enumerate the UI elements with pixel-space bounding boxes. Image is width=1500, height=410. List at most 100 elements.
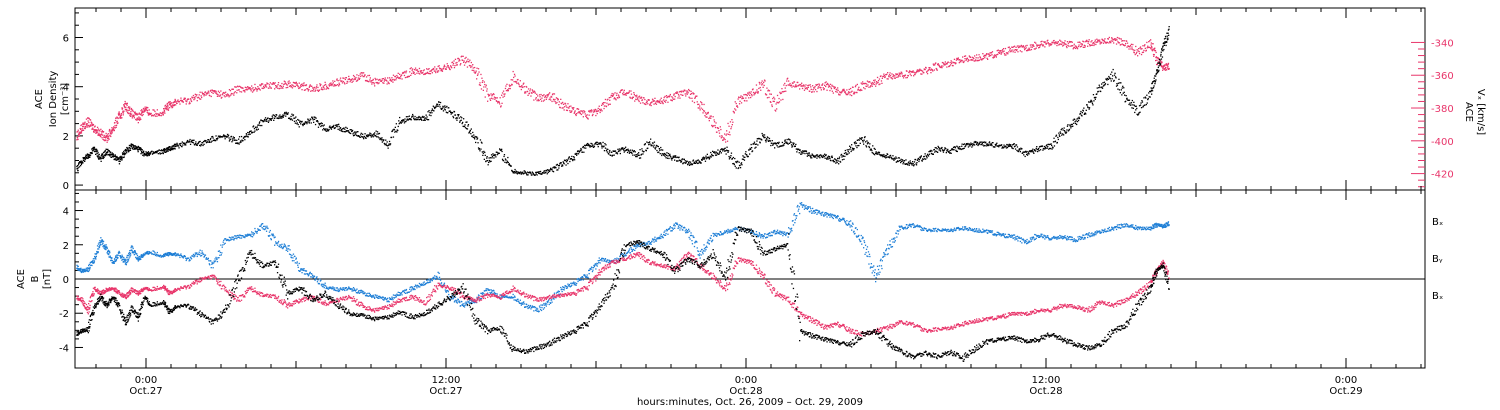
density-point	[820, 154, 822, 156]
vx-point	[678, 95, 680, 97]
vx-point	[247, 88, 249, 90]
density-point	[436, 105, 438, 107]
vx-point	[95, 131, 97, 134]
density-point	[129, 147, 131, 150]
density-point	[785, 142, 787, 144]
density-point	[405, 120, 407, 123]
vx-point	[164, 107, 166, 109]
vx-point	[84, 127, 86, 130]
vx-point	[599, 111, 601, 114]
density-point	[691, 163, 694, 166]
vx-point	[163, 110, 166, 112]
density-point	[88, 154, 90, 156]
density-point	[807, 153, 809, 155]
density-point	[478, 148, 480, 150]
vx-point	[92, 128, 94, 130]
vx-point	[326, 87, 329, 89]
vx-point	[843, 90, 846, 92]
vx-point	[975, 57, 977, 59]
density-point	[608, 153, 610, 155]
vx-point	[724, 138, 726, 141]
vx-point	[958, 59, 960, 61]
vx-point	[998, 52, 1000, 54]
vx-point	[274, 82, 276, 84]
density-point	[580, 147, 582, 150]
vx-point	[1079, 41, 1081, 44]
vx-point	[1153, 55, 1155, 57]
vx-point	[348, 78, 350, 80]
density-point	[177, 145, 180, 147]
density-point	[607, 148, 609, 151]
vx-point	[328, 85, 331, 87]
vx-point	[821, 84, 823, 86]
vx-point	[246, 86, 248, 89]
density-point	[878, 151, 881, 154]
density-point	[317, 126, 320, 128]
density-point	[491, 157, 493, 159]
density-point	[905, 159, 907, 161]
density-point	[191, 139, 193, 141]
density-point	[534, 174, 536, 176]
density-point	[567, 162, 569, 165]
density-point	[740, 163, 742, 165]
density-point	[293, 120, 296, 122]
density-point	[487, 164, 489, 166]
density-point	[272, 117, 274, 119]
density-point	[859, 142, 861, 144]
vx-point	[595, 110, 597, 113]
density-point	[546, 173, 548, 175]
density-point	[431, 108, 433, 110]
vx-point	[92, 127, 94, 129]
vx-point	[131, 109, 133, 111]
density-point	[829, 157, 831, 160]
density-point	[714, 154, 717, 156]
density-point	[841, 159, 844, 161]
density-point	[103, 156, 105, 159]
vx-point	[831, 84, 833, 86]
density-point	[174, 144, 176, 147]
vx-point	[256, 90, 258, 92]
vx-point	[730, 126, 733, 128]
density-point	[520, 173, 522, 175]
vx-point	[1088, 40, 1090, 43]
vx-point	[847, 92, 849, 94]
density-point	[586, 144, 588, 146]
vx-point	[648, 99, 650, 101]
density-point	[294, 122, 296, 124]
vx-point	[746, 94, 748, 97]
vx-point	[335, 84, 337, 87]
vx-point	[245, 88, 247, 90]
vx-point	[590, 111, 592, 113]
density-point	[696, 159, 698, 162]
density-point	[476, 138, 478, 140]
vx-point	[196, 100, 198, 102]
vx-point	[546, 96, 548, 99]
vx-point	[1116, 39, 1118, 41]
vx-point	[1155, 56, 1158, 58]
vx-point	[404, 70, 406, 73]
vx-point	[418, 72, 420, 75]
density-point	[392, 129, 394, 131]
density-point	[762, 134, 764, 136]
density-point	[247, 131, 249, 134]
vx-point	[974, 55, 976, 57]
vx-point	[374, 77, 376, 80]
vx-point	[285, 87, 287, 89]
density-point	[188, 140, 191, 142]
vx-point	[260, 83, 262, 86]
vx-point	[394, 75, 396, 78]
vx-point	[89, 124, 91, 126]
density-point	[351, 130, 353, 133]
vx-point	[1115, 43, 1118, 45]
density-point	[289, 118, 292, 121]
vx-point	[806, 88, 808, 90]
density-point	[692, 160, 694, 162]
vx-point	[866, 85, 868, 88]
density-point	[1011, 146, 1013, 148]
density-point	[175, 143, 177, 146]
density-point	[705, 155, 707, 157]
density-point	[395, 123, 397, 125]
density-point	[682, 162, 684, 164]
vx-point	[445, 68, 447, 70]
vx-point	[646, 100, 648, 102]
